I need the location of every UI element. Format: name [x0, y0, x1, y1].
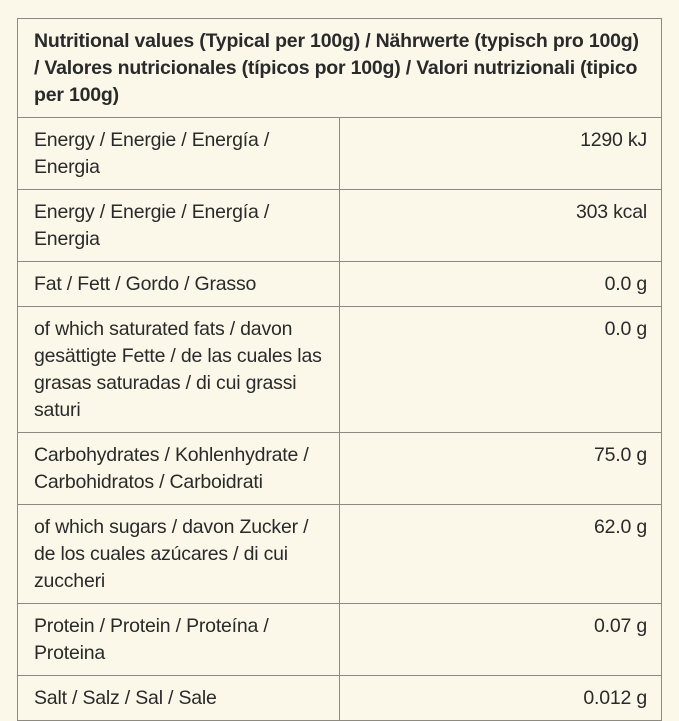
nutrient-label: of which sugars / davon Zucker / de los … [17, 504, 340, 604]
table-row: Energy / Energie / Energía / Energia 303… [17, 189, 662, 262]
nutrient-value: 0.0 g [339, 261, 662, 307]
nutrient-value: 75.0 g [339, 432, 662, 505]
nutrition-table: Nutritional values (Typical per 100g) / … [17, 18, 662, 721]
nutrient-value: 62.0 g [339, 504, 662, 604]
nutrient-label: Salt / Salz / Sal / Sale [17, 675, 340, 721]
table-row: Carbohydrates / Kohlenhydrate / Carbohid… [17, 432, 662, 505]
nutrient-label: Fat / Fett / Gordo / Grasso [17, 261, 340, 307]
table-row: Energy / Energie / Energía / Energia 129… [17, 117, 662, 190]
nutrient-label: of which saturated fats / davon gesättig… [17, 306, 340, 433]
table-row: Fat / Fett / Gordo / Grasso 0.0 g [17, 261, 662, 307]
nutrient-label: Protein / Protein / Proteína / Proteina [17, 603, 340, 676]
nutrient-value: 1290 kJ [339, 117, 662, 190]
nutrient-label: Carbohydrates / Kohlenhydrate / Carbohid… [17, 432, 340, 505]
nutrient-value: 0.0 g [339, 306, 662, 433]
nutrient-value: 0.012 g [339, 675, 662, 721]
nutrient-value: 0.07 g [339, 603, 662, 676]
nutrient-label: Energy / Energie / Energía / Energia [17, 117, 340, 190]
nutrient-value: 303 kcal [339, 189, 662, 262]
table-header: Nutritional values (Typical per 100g) / … [17, 18, 662, 118]
table-row: Protein / Protein / Proteína / Proteina … [17, 603, 662, 676]
table-row: of which sugars / davon Zucker / de los … [17, 504, 662, 604]
table-row: Salt / Salz / Sal / Sale 0.012 g [17, 675, 662, 721]
table-header-row: Nutritional values (Typical per 100g) / … [17, 18, 662, 118]
nutrient-label: Energy / Energie / Energía / Energia [17, 189, 340, 262]
table-row: of which saturated fats / davon gesättig… [17, 306, 662, 433]
